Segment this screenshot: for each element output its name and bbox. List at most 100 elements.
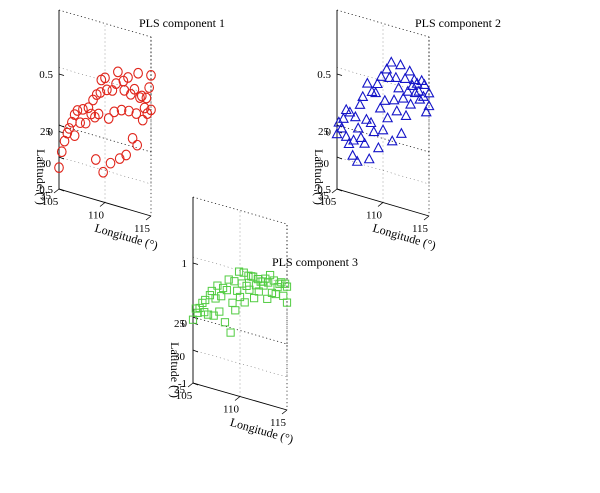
data-point-21 <box>98 166 109 178</box>
y-tick-label: 35 <box>40 190 52 202</box>
data-point-41 <box>397 92 409 103</box>
box-top-back-edge <box>58 9 152 101</box>
data-point-54 <box>417 90 429 101</box>
data-point-45 <box>404 65 416 76</box>
data-point-42 <box>399 72 411 83</box>
box-bottom-back-edge <box>336 124 430 216</box>
data-points <box>331 56 435 166</box>
data-point-9 <box>75 117 86 129</box>
data-point-23 <box>233 286 242 295</box>
data-point-29 <box>113 66 123 78</box>
x-tick-label: 105 <box>320 196 337 208</box>
data-point-35 <box>123 72 133 83</box>
data-point-39 <box>394 58 406 70</box>
data-point-24 <box>234 267 244 276</box>
data-point-46 <box>405 98 417 109</box>
data-point-6 <box>201 295 210 305</box>
data-point-39 <box>129 83 140 95</box>
y-tick-mark-1 <box>58 156 65 160</box>
data-point-0 <box>188 315 198 324</box>
z-tick-label: 0 <box>326 127 332 139</box>
data-point-33 <box>249 272 258 281</box>
y-axis-label: Latitude (°) <box>312 149 326 205</box>
x-tick-mark-1 <box>234 396 241 401</box>
data-point-12 <box>213 281 222 290</box>
data-point-4 <box>64 123 74 134</box>
box-top-back-edge <box>336 9 430 101</box>
data-point-30 <box>114 153 125 164</box>
z-tick-label: 0.5 <box>317 69 331 81</box>
data-point-16 <box>90 154 101 165</box>
x-tick-mark-2 <box>145 215 152 221</box>
z-tick-label: -0.5 <box>36 184 54 196</box>
data-point-29 <box>379 94 391 105</box>
data-point-18 <box>93 108 104 120</box>
z-tick-mark-0 <box>192 382 199 385</box>
data-point-1 <box>56 146 67 158</box>
data-point-3 <box>337 112 349 123</box>
y-tick-label: 30 <box>40 158 52 170</box>
data-point-19 <box>363 152 375 164</box>
data-point-28 <box>377 124 389 135</box>
data-point-32 <box>383 71 395 82</box>
data-point-2 <box>59 135 70 147</box>
x-tick-label: 110 <box>223 404 240 416</box>
x-tick-mark-0 <box>331 188 338 194</box>
data-point-17 <box>360 113 372 124</box>
z-tick-mark-0 <box>58 188 65 191</box>
x-tick-label: 110 <box>88 210 105 222</box>
data-point-10 <box>349 110 361 122</box>
data-point-0 <box>331 127 343 139</box>
data-point-49 <box>409 86 421 98</box>
x-tick-label: 105 <box>176 390 193 402</box>
y-axis-label: Latitude (°) <box>34 149 48 205</box>
data-points <box>188 267 292 337</box>
box-bottom-back-edge <box>58 124 152 216</box>
data-point-57 <box>423 87 435 98</box>
data-point-49 <box>146 69 156 81</box>
data-point-40 <box>395 127 407 138</box>
chart-title: PLS component 3 <box>272 255 358 269</box>
y-tick-label: 30 <box>318 158 330 170</box>
chart-title: PLS component 1 <box>139 16 225 30</box>
data-point-43 <box>136 90 147 102</box>
data-point-41 <box>133 67 143 79</box>
data-point-52 <box>414 93 426 104</box>
data-point-40 <box>131 108 142 119</box>
y-axis-label: Latitude (°) <box>168 342 182 398</box>
data-point-37 <box>254 287 263 296</box>
data-point-19 <box>95 87 106 98</box>
data-point-13 <box>354 98 366 109</box>
x-tick-mark-2 <box>281 409 288 415</box>
z-tick-label: -0.5 <box>314 184 332 196</box>
data-point-53 <box>282 298 292 307</box>
data-point-50 <box>146 104 156 116</box>
data-point-31 <box>382 111 394 123</box>
data-point-2 <box>193 308 202 317</box>
z-tick-label: 0 <box>48 127 54 139</box>
grid-line-z <box>192 256 288 350</box>
y-tick-mark-1 <box>336 156 343 160</box>
data-point-6 <box>343 137 355 149</box>
data-point-33 <box>385 56 397 67</box>
data-point-24 <box>103 113 114 124</box>
z-tick-mark-0 <box>336 188 343 191</box>
data-point-19 <box>226 328 235 337</box>
data-point-56 <box>420 106 432 117</box>
data-point-14 <box>88 94 98 106</box>
x-tick-mark-0 <box>187 382 194 388</box>
data-point-43 <box>400 109 412 121</box>
z-tick-mark-2 <box>336 73 343 76</box>
data-point-45 <box>139 102 150 114</box>
data-point-28 <box>111 78 121 89</box>
data-point-3 <box>62 127 73 139</box>
y-tick-mark-0 <box>192 316 199 320</box>
data-point-18 <box>361 77 373 88</box>
data-point-22 <box>100 72 110 84</box>
x-tick-mark-1 <box>377 202 384 207</box>
data-point-8 <box>72 105 83 116</box>
z-tick-label: 0 <box>182 318 188 330</box>
